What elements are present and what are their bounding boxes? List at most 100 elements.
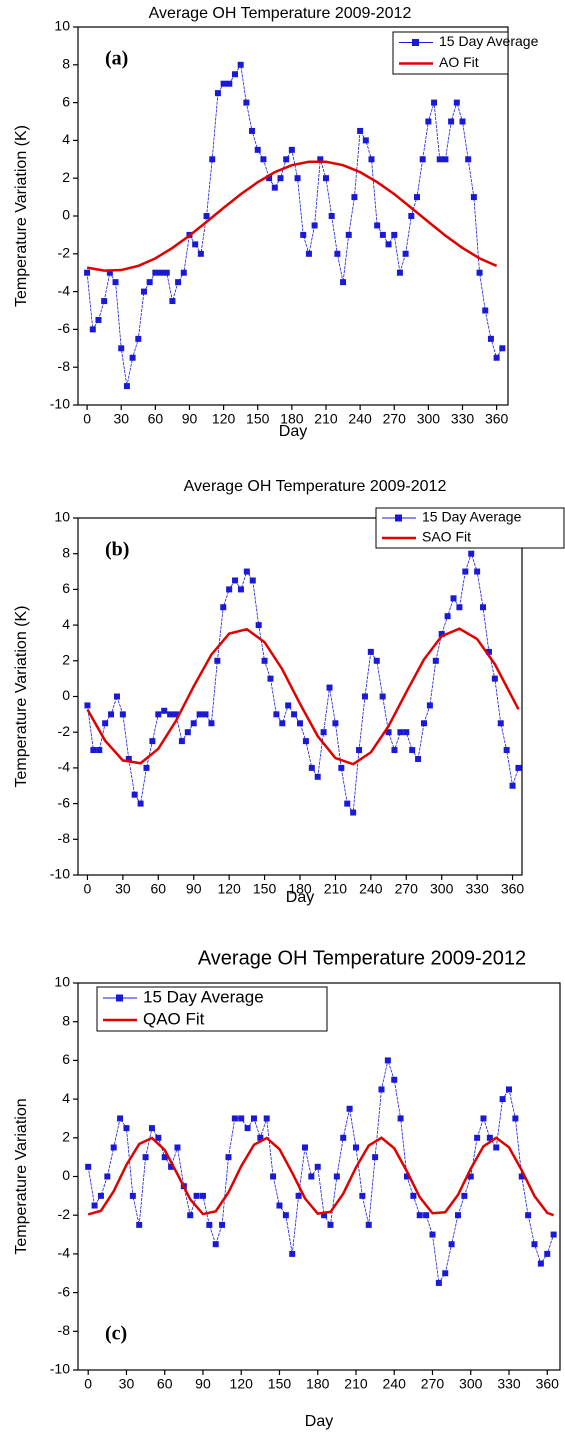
- data-point: [480, 604, 487, 611]
- data-point: [238, 1115, 245, 1122]
- data-point: [438, 631, 445, 638]
- data-point: [173, 711, 180, 718]
- data-point: [155, 711, 162, 718]
- x-tick-label: 210: [314, 411, 338, 427]
- y-tick-label: 2: [62, 652, 70, 668]
- data-point: [485, 648, 492, 655]
- data-point: [220, 604, 227, 611]
- data-point: [442, 1270, 449, 1277]
- plot-frame: [77, 26, 509, 406]
- data-point: [493, 354, 500, 361]
- data-point: [196, 711, 203, 718]
- data-point: [396, 269, 403, 276]
- x-tick-label: 360: [501, 881, 525, 897]
- data-point: [409, 747, 416, 754]
- y-tick-label: -2: [58, 245, 71, 261]
- data-point: [214, 90, 221, 97]
- data-point: [106, 269, 113, 276]
- x-tick-label: 300: [417, 411, 441, 427]
- x-tick-label: 300: [430, 881, 454, 897]
- data-point: [474, 568, 481, 575]
- y-tick-label: 4: [62, 1090, 70, 1106]
- y-tick-label: 2: [62, 169, 70, 185]
- data-point: [180, 269, 187, 276]
- data-point: [544, 1250, 551, 1257]
- data-point: [206, 1221, 213, 1228]
- data-point: [317, 156, 324, 163]
- y-tick-label: 6: [62, 1051, 70, 1067]
- x-tick-label: 330: [451, 411, 475, 427]
- data-point: [254, 146, 261, 153]
- data-point: [226, 586, 233, 593]
- x-tick-label: 0: [83, 411, 91, 427]
- data-point: [419, 156, 426, 163]
- x-tick-label: 360: [485, 411, 509, 427]
- x-tick-label: 180: [306, 1376, 330, 1392]
- data-point: [84, 702, 91, 709]
- data-point: [454, 1212, 461, 1219]
- data-point: [137, 800, 144, 807]
- data-point: [415, 755, 422, 762]
- data-point: [397, 1115, 404, 1122]
- data-point: [243, 99, 250, 106]
- data-point: [351, 194, 358, 201]
- data-point: [161, 1154, 168, 1161]
- data-point: [119, 711, 126, 718]
- data-point: [340, 1134, 347, 1141]
- data-point: [302, 738, 309, 745]
- data-point: [368, 156, 375, 163]
- data-point: [332, 720, 339, 727]
- data-point: [531, 1241, 538, 1248]
- x-tick-label: 300: [459, 1376, 483, 1392]
- data-point: [509, 782, 516, 789]
- data-point: [135, 335, 142, 342]
- data-point: [155, 1134, 162, 1141]
- data-point: [226, 80, 233, 87]
- x-axis-label: Day: [305, 1413, 333, 1430]
- data-point: [104, 1173, 111, 1180]
- data-point: [267, 675, 274, 682]
- y-tick-label: -6: [58, 1283, 71, 1299]
- data-point: [219, 1221, 226, 1228]
- y-tick-label: -2: [58, 723, 71, 739]
- data-point: [208, 720, 215, 727]
- data-point: [357, 127, 364, 134]
- data-point: [283, 156, 290, 163]
- data-point: [250, 1115, 257, 1122]
- data-point: [108, 711, 115, 718]
- data-point: [291, 711, 298, 718]
- data-point: [505, 1086, 512, 1093]
- y-tick-label: 0: [62, 1167, 70, 1183]
- data-line: [86, 63, 503, 387]
- data-point: [308, 764, 315, 771]
- y-tick-label: 4: [62, 131, 70, 147]
- data-point: [374, 222, 381, 229]
- data-point: [123, 383, 130, 390]
- x-tick-label: 120: [230, 1376, 254, 1392]
- data-point: [271, 184, 278, 191]
- legend-label: 15 Day Average: [143, 987, 264, 1006]
- data-point: [257, 1134, 264, 1141]
- x-tick-label: 360: [536, 1376, 560, 1392]
- fit-line: [86, 160, 498, 272]
- data-point: [391, 231, 398, 238]
- data-point: [113, 693, 120, 700]
- data-point: [97, 1192, 104, 1199]
- data-point: [225, 1154, 232, 1161]
- x-tick-label: 270: [383, 411, 407, 427]
- legend-box: [96, 986, 328, 1032]
- chart-title: Average OH Temperature 2009-2012: [198, 947, 526, 969]
- data-point: [282, 1212, 289, 1219]
- data-point: [260, 156, 267, 163]
- x-tick-label: 120: [217, 881, 241, 897]
- data-point: [197, 250, 204, 257]
- data-point: [525, 1212, 532, 1219]
- x-tick-label: 30: [113, 411, 129, 427]
- x-axis-label: Day: [279, 423, 307, 440]
- data-point: [193, 1192, 200, 1199]
- data-point: [448, 1241, 455, 1248]
- data-point: [461, 1192, 468, 1199]
- data-point: [344, 800, 351, 807]
- data-point: [346, 1105, 353, 1112]
- y-tick-label: -8: [58, 358, 71, 374]
